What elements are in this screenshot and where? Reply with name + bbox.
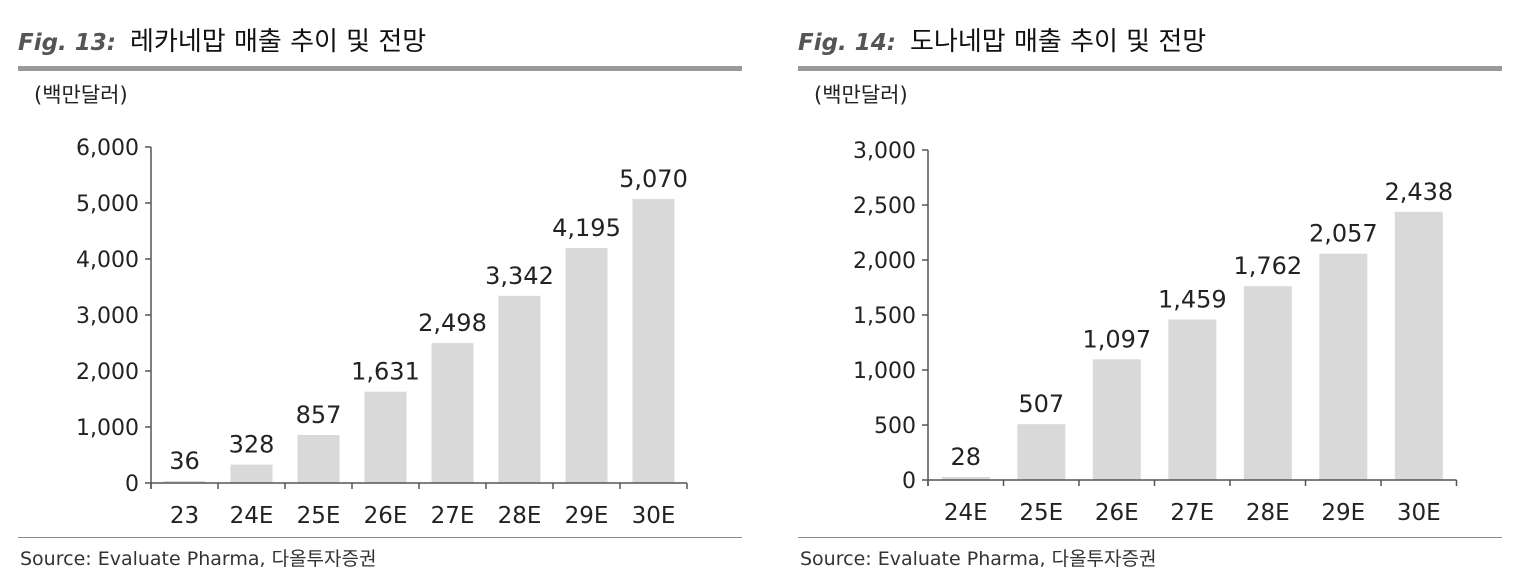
source-note: Source: Evaluate Pharma, 다올투자증권 [800, 548, 1157, 570]
revenue-bar-chart-lecanemab: (백만달러) 36 328 857 1,631 2,498 3,342 4,195 5,070 0… [34, 83, 688, 529]
data-label-28E: 1,762 [1233, 252, 1302, 280]
data-label-24E: 28 [951, 443, 982, 471]
bar-24E [230, 464, 273, 483]
source-note: Source: Evaluate Pharma, 다올투자증권 [20, 548, 377, 570]
y-tick-label-1000: 1,000 [853, 359, 916, 384]
data-label-30E: 2,438 [1384, 178, 1453, 206]
data-label-26E: 1,097 [1082, 325, 1151, 353]
y-tick-label-2000: 2,000 [853, 249, 916, 274]
y-tick-label-1000: 1,000 [76, 416, 139, 441]
data-label-24E: 328 [229, 431, 275, 459]
x-tick-label-30E: 30E [632, 503, 676, 529]
x-tick-label-25E: 25E [1019, 500, 1063, 526]
data-label-26E: 1,631 [351, 358, 420, 386]
x-tick-label-29E: 29E [1321, 500, 1365, 526]
title-rule [798, 66, 1502, 71]
x-tick-label-26E: 26E [1095, 500, 1139, 526]
x-tick-label-26E: 26E [364, 503, 408, 529]
bar-25E [297, 435, 340, 483]
y-tick-label-0: 0 [902, 469, 916, 494]
bar-29E [1319, 253, 1368, 480]
y-tick-label-1500: 1,500 [853, 304, 916, 329]
x-tick-label-24E: 24E [944, 500, 988, 526]
x-tick-label-23: 23 [170, 503, 199, 529]
figure-title: Fig. 13: 레카네맙 매출 추이 및 전망 [18, 26, 426, 59]
figure-title: Fig. 14: 도나네맙 매출 추이 및 전망 [798, 26, 1206, 59]
data-label-25E: 857 [296, 401, 342, 429]
data-label-27E: 2,498 [418, 309, 487, 337]
figure-number: Fig. 14: [798, 30, 897, 56]
bar-30E [1394, 211, 1443, 481]
y-tick-label-3000: 3,000 [76, 304, 139, 329]
bar-29E [565, 248, 608, 483]
bar-30E [632, 199, 675, 483]
x-tick-label-28E: 28E [1246, 500, 1290, 526]
bar-27E [431, 343, 474, 483]
figure-name: 레카네맙 매출 추이 및 전망 [130, 27, 427, 57]
x-tick-label-25E: 25E [297, 503, 341, 529]
y-tick-label-0: 0 [125, 472, 139, 497]
bar-26E [1092, 359, 1141, 480]
y-tick-label-4000: 4,000 [76, 248, 139, 273]
bar-27E [1168, 319, 1217, 480]
y-tick-label-2000: 2,000 [76, 360, 139, 385]
x-tick-label-30E: 30E [1397, 500, 1441, 526]
source-rule [798, 537, 1502, 538]
figure-number: Fig. 13: [18, 30, 117, 56]
y-tick-label-3000: 3,000 [853, 139, 916, 164]
bar-24E [941, 476, 990, 480]
data-label-29E: 2,057 [1309, 220, 1378, 248]
unit-label: (백만달러) [34, 83, 128, 107]
x-tick-label-27E: 27E [1170, 500, 1214, 526]
bar-23 [163, 481, 206, 483]
bar-25E [1017, 424, 1066, 480]
data-label-29E: 4,195 [552, 214, 621, 242]
x-tick-label-28E: 28E [498, 503, 542, 529]
data-label-27E: 1,459 [1158, 286, 1227, 314]
x-tick-label-24E: 24E [230, 503, 274, 529]
unit-label: (백만달러) [814, 83, 908, 107]
figure-13-panel: Fig. 13: 레카네맙 매출 추이 및 전망 (백만달러) 36 328 857 1,… [18, 0, 742, 584]
data-label-30E: 5,070 [619, 165, 688, 193]
y-tick-label-5000: 5,000 [76, 192, 139, 217]
x-tick-label-29E: 29E [565, 503, 609, 529]
bar-28E [1243, 286, 1292, 480]
x-tick-label-27E: 27E [431, 503, 475, 529]
bar-28E [498, 295, 541, 483]
data-label-23: 36 [169, 447, 200, 475]
bar-26E [364, 391, 407, 483]
y-tick-label-6000: 6,000 [76, 136, 139, 161]
figure-14-panel: Fig. 14: 도나네맙 매출 추이 및 전망 (백만달러) 28 507 1,097… [798, 0, 1502, 584]
y-tick-label-2500: 2,500 [853, 194, 916, 219]
source-rule [18, 537, 742, 538]
title-rule [18, 66, 742, 71]
data-label-25E: 507 [1018, 390, 1064, 418]
data-label-28E: 3,342 [485, 262, 554, 290]
y-tick-label-500: 500 [874, 414, 916, 439]
figure-name: 도나네맙 매출 추이 및 전망 [910, 27, 1207, 57]
